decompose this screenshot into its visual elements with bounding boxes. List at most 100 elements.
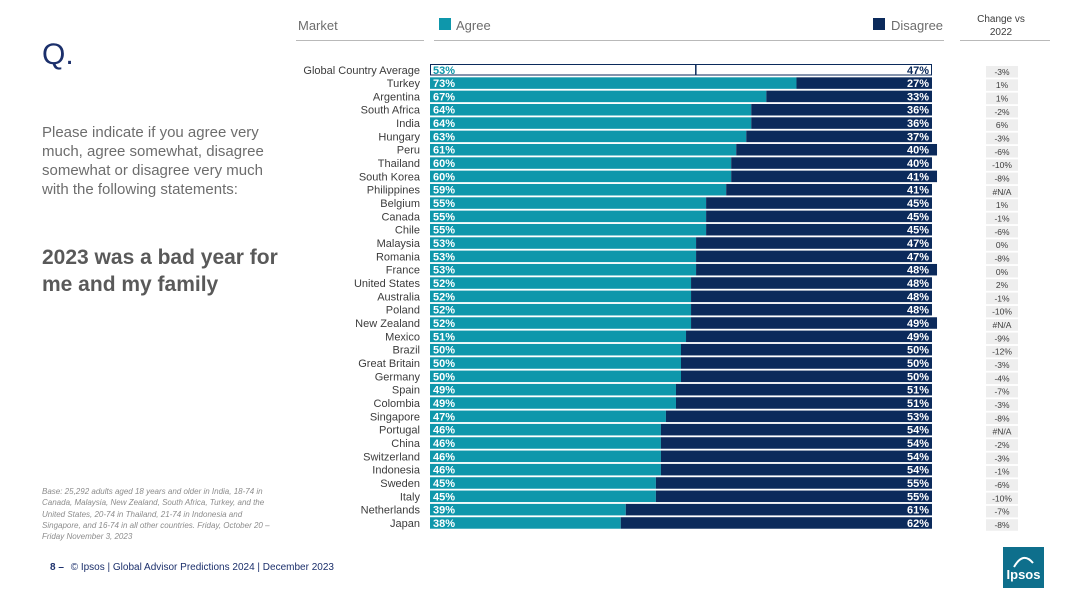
disagree-value-label: 49% [907, 331, 929, 343]
bar-disagree [696, 237, 932, 249]
agree-value-label: 39% [433, 505, 455, 517]
bar-disagree [696, 263, 938, 276]
change-cell [986, 305, 1018, 318]
change-value: 0% [996, 240, 1009, 250]
market-label: Netherlands [361, 505, 421, 517]
change-cell [986, 439, 1018, 451]
bar-agree [430, 90, 767, 103]
disagree-value-label: 55% [907, 478, 929, 490]
bar-disagree [706, 223, 932, 236]
change-cell [986, 399, 1018, 411]
change-value: -3% [994, 453, 1010, 463]
change-value: -3% [994, 67, 1010, 77]
bar-disagree [660, 437, 932, 449]
bar-disagree [655, 477, 932, 489]
market-label: France [386, 265, 420, 277]
agree-value-label: 50% [433, 371, 455, 383]
market-label: Thailand [378, 158, 420, 170]
bar-disagree [691, 317, 938, 329]
change-cell [986, 79, 1018, 91]
change-cell [986, 385, 1018, 398]
change-value: #N/A [993, 320, 1012, 330]
disagree-value-label: 54% [907, 438, 929, 450]
bar-agree [430, 117, 752, 129]
disagree-value-label: 54% [907, 465, 929, 477]
disagree-value-label: 45% [907, 211, 929, 223]
disagree-value-label: 40% [907, 145, 929, 157]
bar-agree [430, 330, 687, 343]
bar-agree [430, 157, 732, 169]
change-cell [986, 105, 1018, 118]
change-cell [986, 212, 1018, 225]
agree-value-label: 60% [433, 158, 455, 170]
disagree-value-label: 41% [907, 171, 929, 183]
agree-value-label: 49% [433, 385, 455, 397]
change-value: -8% [994, 520, 1010, 530]
disagree-value-label: 27% [907, 78, 929, 90]
bar-disagree [686, 330, 932, 343]
market-label: South Africa [361, 105, 421, 117]
header-divider-bars [434, 40, 944, 41]
agree-value-label: 67% [433, 91, 455, 103]
market-label: Spain [392, 385, 420, 397]
market-label: Italy [400, 491, 421, 503]
bar-agree [430, 463, 661, 476]
change-value: -8% [994, 413, 1010, 423]
market-label: New Zealand [355, 318, 420, 330]
change-value: 6% [996, 120, 1009, 130]
change-cell [986, 159, 1018, 171]
market-label: Germany [375, 371, 421, 383]
change-value: -9% [994, 333, 1010, 343]
disagree-value-label: 50% [907, 371, 929, 383]
change-cell [986, 132, 1018, 145]
disagree-value-label: 41% [907, 185, 929, 197]
change-cell [986, 492, 1018, 505]
agree-value-label: 55% [433, 211, 455, 223]
change-cell [986, 172, 1018, 185]
market-label: Philippines [367, 185, 421, 197]
bar-agree [430, 357, 681, 369]
disagree-value-label: 47% [907, 251, 929, 263]
change-value: -12% [992, 347, 1012, 357]
legend-disagree-swatch [873, 18, 885, 30]
disagree-value-label: 55% [907, 491, 929, 503]
change-value: -10% [992, 160, 1012, 170]
market-label: Romania [376, 251, 421, 263]
change-value: #N/A [993, 187, 1012, 197]
market-label: India [396, 118, 421, 130]
change-value: -10% [992, 307, 1012, 317]
bar-agree [430, 397, 676, 409]
market-label: Turkey [387, 78, 421, 90]
bar-agree [430, 170, 732, 183]
agree-value-label: 46% [433, 465, 455, 477]
agree-value-label: 50% [433, 345, 455, 357]
change-cell [986, 345, 1018, 358]
bar-disagree [681, 343, 932, 356]
disagree-value-label: 48% [907, 278, 929, 290]
agree-value-label: 64% [433, 118, 455, 130]
agree-value-label: 60% [433, 171, 455, 183]
bar-agree [430, 197, 707, 209]
header-divider-change [960, 40, 1050, 41]
ipsos-logo-mark [1013, 556, 1034, 568]
bar-disagree [691, 277, 932, 289]
change-cell [986, 479, 1018, 491]
bar-disagree [796, 77, 932, 89]
question-text: Please indicate if you agree very much, … [42, 124, 264, 198]
change-cell [986, 332, 1018, 345]
legend-agree-label: Agree [456, 18, 491, 33]
market-label: Canada [381, 211, 420, 223]
change-cell [986, 199, 1018, 211]
bar-agree [430, 477, 656, 489]
bar-disagree [675, 383, 932, 396]
bar-agree [430, 343, 681, 356]
bar-disagree [751, 103, 932, 116]
change-value: -1% [994, 467, 1010, 477]
market-label: Sweden [380, 478, 420, 490]
disagree-value-label: 54% [907, 425, 929, 437]
bar-agree [430, 423, 661, 436]
agree-value-label: 52% [433, 305, 455, 317]
disagree-value-label: 37% [907, 131, 929, 143]
bar-disagree [751, 117, 932, 129]
agree-value-label: 38% [433, 518, 455, 530]
